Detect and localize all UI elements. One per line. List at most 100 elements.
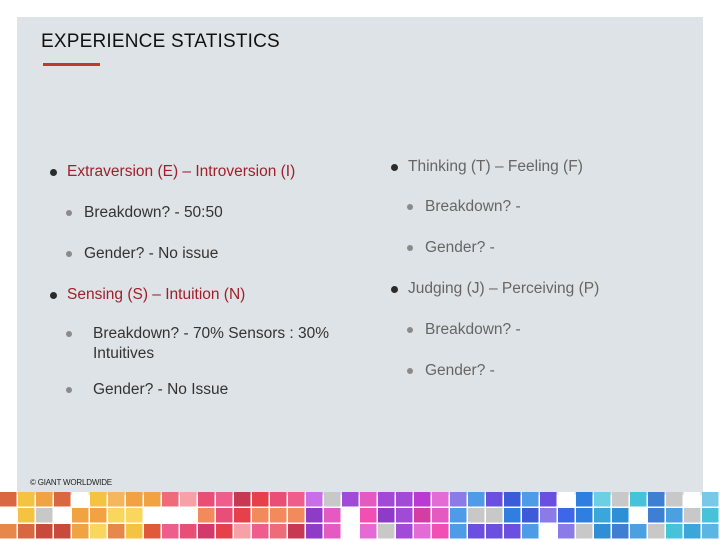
mosaic-tile	[180, 524, 197, 539]
bullet-label: Breakdown? -	[425, 321, 521, 338]
mosaic-tile	[666, 524, 683, 539]
slide-title: EXPERIENCE STATISTICS	[41, 31, 280, 52]
mosaic-tile	[504, 508, 521, 523]
mosaic-tile	[378, 492, 395, 507]
mosaic-tile	[324, 524, 341, 539]
color-mosaic-footer	[0, 492, 719, 539]
mosaic-tile	[612, 524, 629, 539]
slide-panel	[17, 17, 703, 495]
bullet-thinking-feeling: Thinking (T) – Feeling (F)	[391, 157, 583, 177]
copyright-text: © GIANT WORLDWIDE	[30, 478, 112, 487]
mosaic-tile	[162, 492, 179, 507]
bullet-dot-icon	[50, 292, 57, 299]
bullet-label: Sensing (S) – Intuition (N)	[67, 286, 246, 303]
bullet-label: Judging (J) – Perceiving (P)	[408, 280, 600, 297]
mosaic-tile	[594, 508, 611, 523]
bullet-label: Breakdown? - 70% Sensors : 30% Intuitive…	[93, 325, 330, 362]
mosaic-tile	[126, 492, 143, 507]
mosaic-tile	[522, 492, 539, 507]
mosaic-tile	[54, 492, 71, 507]
bullet-dot-icon	[391, 286, 398, 293]
mosaic-tile	[288, 524, 305, 539]
mosaic-tile	[252, 492, 269, 507]
bullet-label: Gender? - No Issue	[93, 381, 229, 398]
mosaic-tile	[0, 508, 17, 523]
mosaic-tile	[630, 524, 647, 539]
mosaic-tile	[540, 508, 557, 523]
mosaic-tile	[486, 508, 503, 523]
mosaic-tile	[306, 524, 323, 539]
mosaic-tile	[198, 524, 215, 539]
mosaic-tile	[54, 508, 71, 523]
sub-bullet-gender-jp: Gender? -	[407, 361, 495, 381]
mosaic-tile	[450, 524, 467, 539]
bullet-label: Gender? -	[425, 362, 495, 379]
mosaic-tile	[576, 524, 593, 539]
mosaic-tile	[144, 492, 161, 507]
mosaic-tile	[126, 508, 143, 523]
mosaic-tile	[234, 524, 251, 539]
mosaic-tile	[630, 508, 647, 523]
mosaic-tile	[252, 524, 269, 539]
bullet-dot-icon	[66, 210, 72, 216]
mosaic-tile	[306, 508, 323, 523]
bullet-dot-icon	[66, 331, 72, 337]
mosaic-tile	[198, 492, 215, 507]
mosaic-tile	[108, 492, 125, 507]
mosaic-tile	[90, 524, 107, 539]
mosaic-tile	[360, 524, 377, 539]
mosaic-tile	[162, 524, 179, 539]
mosaic-tile	[648, 492, 665, 507]
mosaic-tile	[468, 492, 485, 507]
mosaic-tile	[648, 524, 665, 539]
mosaic-tile	[432, 492, 449, 507]
mosaic-tile	[612, 508, 629, 523]
bullet-dot-icon	[407, 204, 413, 210]
mosaic-tile	[594, 492, 611, 507]
mosaic-tile	[342, 492, 359, 507]
bullet-dot-icon	[407, 327, 413, 333]
mosaic-tile	[216, 508, 233, 523]
mosaic-tile	[504, 524, 521, 539]
mosaic-tile	[684, 524, 701, 539]
mosaic-tile	[162, 508, 179, 523]
bullet-dot-icon	[50, 169, 57, 176]
mosaic-tile	[180, 508, 197, 523]
sub-bullet-gender-ei: Gender? - No issue	[66, 244, 218, 264]
mosaic-tile	[216, 524, 233, 539]
mosaic-tile	[288, 492, 305, 507]
mosaic-tile	[144, 524, 161, 539]
mosaic-tile	[36, 524, 53, 539]
mosaic-tile	[72, 524, 89, 539]
mosaic-tile	[414, 524, 431, 539]
bullet-label: Extraversion (E) – Introversion (I)	[67, 163, 296, 180]
mosaic-tile	[54, 524, 71, 539]
mosaic-tile	[360, 492, 377, 507]
mosaic-tile	[414, 508, 431, 523]
mosaic-tile	[36, 492, 53, 507]
mosaic-tile	[324, 492, 341, 507]
mosaic-tile	[72, 508, 89, 523]
mosaic-tile	[702, 524, 719, 539]
mosaic-tile	[216, 492, 233, 507]
mosaic-tile	[486, 492, 503, 507]
mosaic-tile	[18, 508, 35, 523]
mosaic-tile	[468, 508, 485, 523]
mosaic-tile	[144, 508, 161, 523]
sub-bullet-gender-sn: Gender? - No Issue	[66, 380, 228, 400]
mosaic-tile	[378, 524, 395, 539]
mosaic-tile	[36, 508, 53, 523]
mosaic-tile	[522, 524, 539, 539]
mosaic-tile	[666, 508, 683, 523]
bullet-label: Breakdown? -	[425, 198, 521, 215]
sub-bullet-breakdown-tf: Breakdown? -	[407, 197, 521, 217]
mosaic-tile	[432, 508, 449, 523]
mosaic-tile	[522, 508, 539, 523]
mosaic-tile	[396, 508, 413, 523]
mosaic-tile	[126, 524, 143, 539]
mosaic-tile	[288, 508, 305, 523]
mosaic-tile	[648, 508, 665, 523]
bullet-sensing-intuition: Sensing (S) – Intuition (N)	[50, 285, 245, 305]
mosaic-tile	[108, 508, 125, 523]
bullet-dot-icon	[66, 251, 72, 257]
